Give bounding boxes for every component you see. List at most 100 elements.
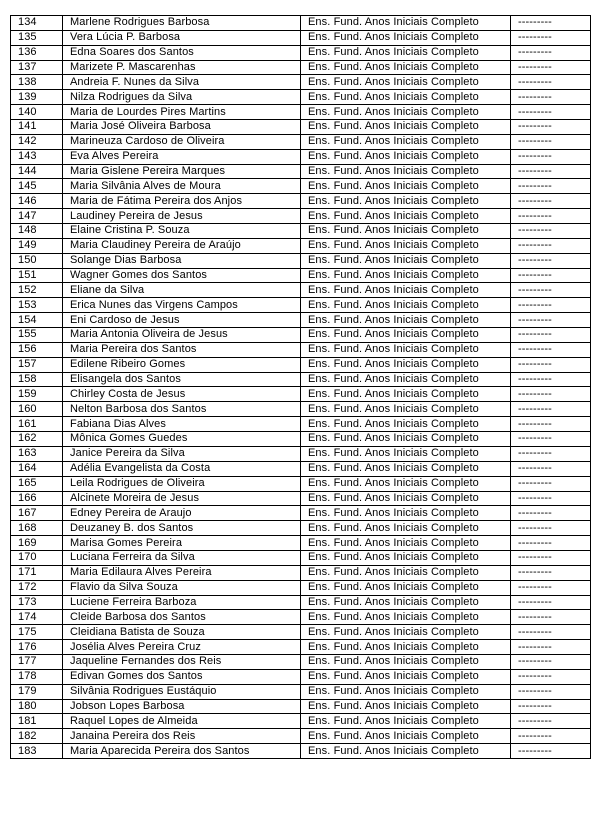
cell-number: 168	[10, 520, 63, 537]
cell-education: Ens. Fund. Anos Iniciais Completo	[300, 549, 511, 566]
cell-education: Ens. Fund. Anos Iniciais Completo	[300, 535, 511, 551]
cell-number: 166	[10, 490, 63, 507]
cell-number: 171	[10, 564, 63, 581]
cell-status: ---------	[510, 639, 591, 655]
cell-education: Ens. Fund. Anos Iniciais Completo	[300, 639, 511, 655]
cell-number: 164	[10, 460, 63, 477]
cell-number: 149	[10, 237, 63, 254]
cell-status: ---------	[510, 416, 591, 433]
table-row: 161 Fabiana Dias Alves Ens. Fund. Anos Ini…	[10, 416, 591, 433]
cell-status: ---------	[510, 356, 591, 373]
cell-education: Ens. Fund. Anos Iniciais Completo	[300, 74, 511, 91]
cell-name: Maria de Fátima Pereira dos Anjos	[62, 193, 301, 210]
cell-education: Ens. Fund. Anos Iniciais Completo	[300, 119, 511, 135]
cell-number: 135	[10, 29, 63, 46]
cell-number: 147	[10, 208, 63, 225]
cell-name: Fabiana Dias Alves	[62, 416, 301, 433]
roster-table-body: 134 Marlene Rodrigues Barbosa Ens. Fund. A…	[10, 15, 591, 759]
cell-education: Ens. Fund. Anos Iniciais Completo	[300, 683, 511, 700]
cell-status: ---------	[510, 297, 591, 314]
cell-number: 160	[10, 401, 63, 418]
cell-education: Ens. Fund. Anos Iniciais Completo	[300, 104, 511, 121]
cell-number: 172	[10, 579, 63, 596]
cell-status: ---------	[510, 267, 591, 284]
cell-number: 158	[10, 371, 63, 388]
cell-education: Ens. Fund. Anos Iniciais Completo	[300, 148, 511, 165]
table-row: 141 Maria José Oliveira Barbosa Ens. Fund.…	[10, 119, 591, 135]
table-row: 148 Elaine Cristina P. Souza Ens. Fund. An…	[10, 223, 591, 239]
cell-status: ---------	[510, 133, 591, 150]
cell-number: 157	[10, 356, 63, 373]
cell-education: Ens. Fund. Anos Iniciais Completo	[300, 609, 511, 626]
table-row: 182 Janaina Pereira dos Reis Ens. Fund. An…	[10, 728, 591, 745]
cell-education: Ens. Fund. Anos Iniciais Completo	[300, 59, 511, 76]
cell-status: ---------	[510, 743, 591, 759]
cell-status: ---------	[510, 386, 591, 403]
cell-number: 148	[10, 223, 63, 239]
cell-name: Janaina Pereira dos Reis	[62, 728, 301, 745]
cell-name: Marisa Gomes Pereira	[62, 535, 301, 551]
cell-number: 176	[10, 639, 63, 655]
cell-name: Vera Lúcia P. Barbosa	[62, 29, 301, 46]
cell-status: ---------	[510, 341, 591, 358]
cell-number: 156	[10, 341, 63, 358]
cell-education: Ens. Fund. Anos Iniciais Completo	[300, 668, 511, 685]
cell-education: Ens. Fund. Anos Iniciais Completo	[300, 490, 511, 507]
cell-name: Deuzaney B. dos Santos	[62, 520, 301, 537]
cell-number: 181	[10, 713, 63, 730]
table-row: 170 Luciana Ferreira da Silva Ens. Fund. A…	[10, 549, 591, 566]
cell-name: Marlene Rodrigues Barbosa	[62, 15, 301, 31]
cell-name: Luciene Ferreira Barboza	[62, 594, 301, 611]
table-row: 166 Alcinete Moreira de Jesus Ens. Fund. A…	[10, 490, 591, 507]
table-row: 138 Andreia F. Nunes da Silva Ens. Fund. A…	[10, 74, 591, 91]
table-row: 153 Erica Nunes das Virgens Campos Ens. Fu…	[10, 297, 591, 314]
cell-number: 179	[10, 683, 63, 700]
cell-education: Ens. Fund. Anos Iniciais Completo	[300, 29, 511, 46]
cell-status: ---------	[510, 475, 591, 492]
cell-education: Ens. Fund. Anos Iniciais Completo	[300, 208, 511, 225]
cell-education: Ens. Fund. Anos Iniciais Completo	[300, 371, 511, 388]
table-row: 135 Vera Lúcia P. Barbosa Ens. Fund. Anos …	[10, 29, 591, 46]
cell-status: ---------	[510, 535, 591, 551]
table-row: 155 Maria Antonia Oliveira de Jesus Ens. F…	[10, 327, 591, 343]
cell-name: Edivan Gomes dos Santos	[62, 668, 301, 685]
cell-education: Ens. Fund. Anos Iniciais Completo	[300, 133, 511, 150]
cell-name: Maria Claudiney Pereira de Araújo	[62, 237, 301, 254]
cell-education: Ens. Fund. Anos Iniciais Completo	[300, 520, 511, 537]
cell-education: Ens. Fund. Anos Iniciais Completo	[300, 624, 511, 641]
cell-status: ---------	[510, 237, 591, 254]
table-row: 174 Cleide Barbosa dos Santos Ens. Fund. A…	[10, 609, 591, 626]
cell-name: Wagner Gomes dos Santos	[62, 267, 301, 284]
cell-status: ---------	[510, 713, 591, 730]
cell-education: Ens. Fund. Anos Iniciais Completo	[300, 312, 511, 329]
table-row: 176 Josélia Alves Pereira Cruz Ens. Fund. …	[10, 639, 591, 655]
cell-education: Ens. Fund. Anos Iniciais Completo	[300, 297, 511, 314]
cell-education: Ens. Fund. Anos Iniciais Completo	[300, 579, 511, 596]
cell-education: Ens. Fund. Anos Iniciais Completo	[300, 475, 511, 492]
cell-name: Mônica Gomes Guedes	[62, 431, 301, 447]
table-row: 134 Marlene Rodrigues Barbosa Ens. Fund. A…	[10, 15, 591, 31]
cell-education: Ens. Fund. Anos Iniciais Completo	[300, 743, 511, 759]
cell-name: Andreia F. Nunes da Silva	[62, 74, 301, 91]
cell-name: Leila Rodrigues de Oliveira	[62, 475, 301, 492]
table-row: 154 Eni Cardoso de Jesus Ens. Fund. Anos I…	[10, 312, 591, 329]
cell-education: Ens. Fund. Anos Iniciais Completo	[300, 564, 511, 581]
cell-education: Ens. Fund. Anos Iniciais Completo	[300, 356, 511, 373]
cell-status: ---------	[510, 312, 591, 329]
cell-name: Eliane da Silva	[62, 282, 301, 299]
cell-education: Ens. Fund. Anos Iniciais Completo	[300, 594, 511, 611]
cell-status: ---------	[510, 119, 591, 135]
cell-status: ---------	[510, 163, 591, 180]
cell-name: Maria Gislene Pereira Marques	[62, 163, 301, 180]
cell-status: ---------	[510, 193, 591, 210]
cell-education: Ens. Fund. Anos Iniciais Completo	[300, 386, 511, 403]
cell-name: Eni Cardoso de Jesus	[62, 312, 301, 329]
cell-name: Alcinete Moreira de Jesus	[62, 490, 301, 507]
cell-number: 134	[10, 15, 63, 31]
cell-name: Cleide Barbosa dos Santos	[62, 609, 301, 626]
cell-status: ---------	[510, 549, 591, 566]
cell-name: Elisangela dos Santos	[62, 371, 301, 388]
cell-number: 150	[10, 252, 63, 269]
cell-education: Ens. Fund. Anos Iniciais Completo	[300, 505, 511, 522]
table-row: 139 Nilza Rodrigues da Silva Ens. Fund. An…	[10, 89, 591, 106]
